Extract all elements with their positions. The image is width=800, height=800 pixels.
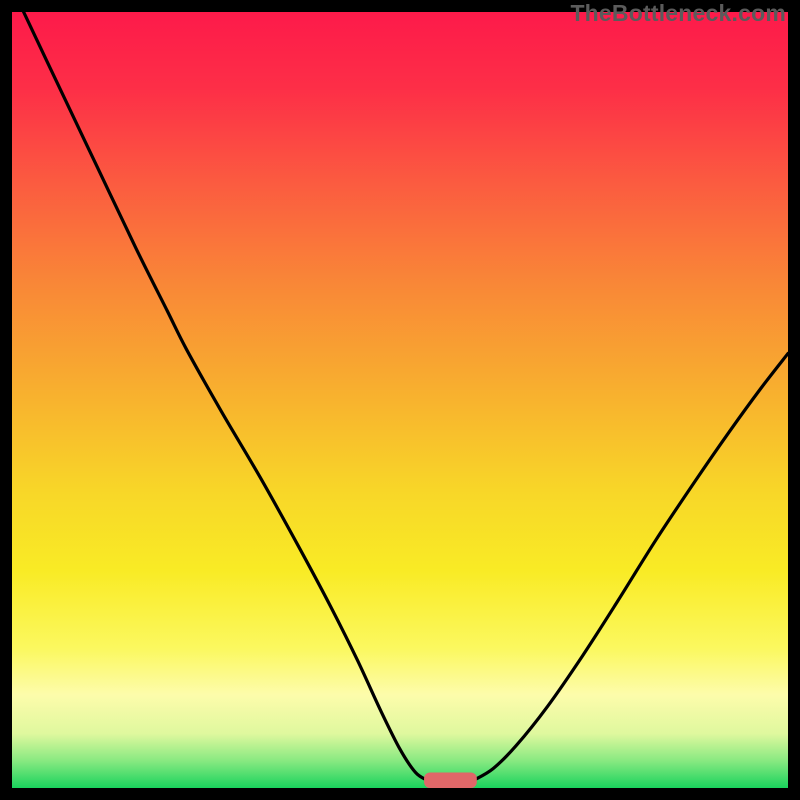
optimal-marker xyxy=(424,772,477,788)
bottleneck-chart xyxy=(12,12,788,788)
plot-area xyxy=(12,12,788,788)
chart-frame: TheBottleneck.com xyxy=(0,0,800,800)
gradient-background xyxy=(12,12,788,788)
watermark-text: TheBottleneck.com xyxy=(570,0,786,27)
